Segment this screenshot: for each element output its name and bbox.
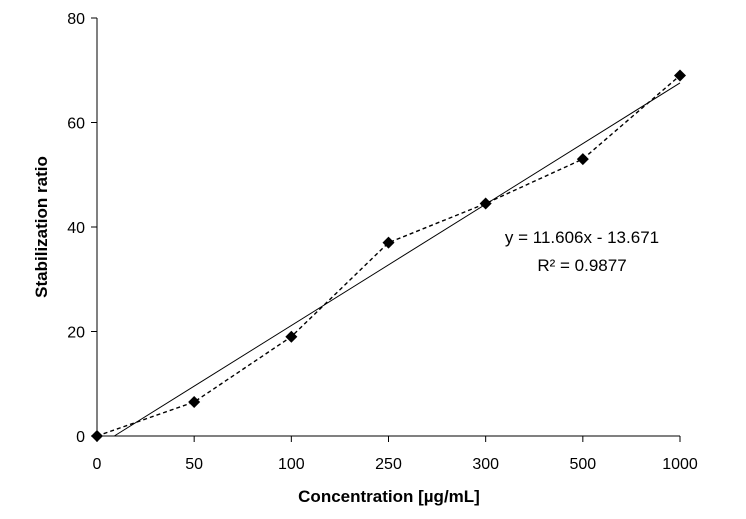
- trendline-equation: y = 11.606x - 13.671: [505, 228, 659, 247]
- x-tick-label: 250: [375, 456, 402, 473]
- data-point: [285, 330, 298, 343]
- y-tick-label: 80: [67, 11, 85, 28]
- data-point: [674, 69, 686, 82]
- trendline: [114, 82, 681, 437]
- x-tick-label: 50: [185, 456, 203, 473]
- data-point: [576, 153, 589, 166]
- x-tick-label: 100: [278, 456, 305, 473]
- x-tick-label: 300: [472, 456, 499, 473]
- y-tick-label: 40: [67, 220, 85, 237]
- trendline-r-squared: R² = 0.9877: [537, 256, 626, 275]
- x-axis-title: Concentration [µg/mL]: [298, 487, 480, 506]
- y-axis-title: Stabilization ratio: [32, 156, 51, 298]
- x-tick-label: 1000: [662, 456, 698, 473]
- data-point: [479, 197, 492, 210]
- x-tick-label: 0: [93, 456, 102, 473]
- y-tick-label: 0: [76, 429, 85, 446]
- x-tick-label: 500: [569, 456, 596, 473]
- data-point: [188, 396, 201, 409]
- y-tick-label: 60: [67, 116, 85, 133]
- data-point: [382, 236, 395, 249]
- y-tick-label: 20: [67, 325, 85, 342]
- data-point: [91, 430, 103, 442]
